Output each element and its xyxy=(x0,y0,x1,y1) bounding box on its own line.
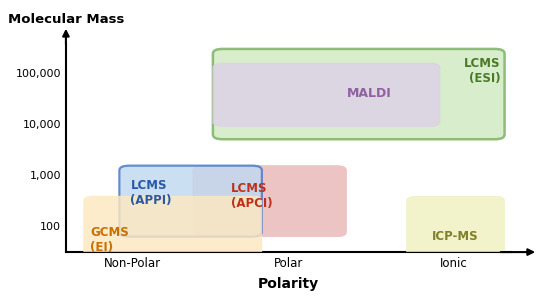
FancyBboxPatch shape xyxy=(84,196,262,257)
FancyBboxPatch shape xyxy=(119,166,262,237)
Text: MALDI: MALDI xyxy=(347,87,391,100)
X-axis label: Polarity: Polarity xyxy=(258,277,319,291)
Text: LCMS
(APPI): LCMS (APPI) xyxy=(131,178,172,207)
Text: LCMS
(APCI): LCMS (APCI) xyxy=(231,182,273,210)
Text: Molecular Mass: Molecular Mass xyxy=(8,13,125,26)
Text: LCMS
(ESI): LCMS (ESI) xyxy=(463,57,500,85)
Text: GCMS
(EI): GCMS (EI) xyxy=(90,226,129,254)
FancyBboxPatch shape xyxy=(213,49,505,139)
Text: ICP-MS: ICP-MS xyxy=(432,230,479,243)
FancyBboxPatch shape xyxy=(213,63,440,127)
FancyBboxPatch shape xyxy=(406,196,505,257)
FancyBboxPatch shape xyxy=(193,166,347,237)
